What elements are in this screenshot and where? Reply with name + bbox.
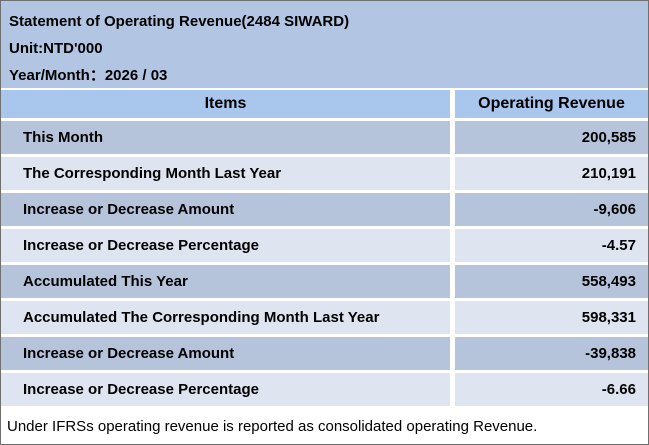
column-header-items: Items xyxy=(1,90,450,118)
value-cell: 598,331 xyxy=(455,301,648,334)
column-header-operating-revenue: Operating Revenue xyxy=(455,90,648,118)
item-cell: This Month xyxy=(1,121,450,154)
value-cell: 210,191 xyxy=(455,157,648,190)
table-row: Increase or Decrease Amount -9,606 xyxy=(1,193,648,226)
item-cell: Increase or Decrease Amount xyxy=(1,193,450,226)
table-row: Increase or Decrease Percentage -4.57 xyxy=(1,229,648,262)
table-header-row: Items Operating Revenue xyxy=(1,90,648,118)
value-cell: -9,606 xyxy=(455,193,648,226)
table-row: Increase or Decrease Percentage -6.66 xyxy=(1,373,648,406)
table-row: The Corresponding Month Last Year 210,19… xyxy=(1,157,648,190)
item-cell: Increase or Decrease Amount xyxy=(1,337,450,370)
unit-label: Unit:NTD'000 xyxy=(9,40,103,57)
item-cell: Increase or Decrease Percentage xyxy=(1,229,450,262)
table-row: Accumulated This Year 558,493 xyxy=(1,265,648,298)
value-cell: 200,585 xyxy=(455,121,648,154)
ifrs-note: Under IFRSs operating revenue is reporte… xyxy=(1,409,648,444)
item-cell: Accumulated The Corresponding Month Last… xyxy=(1,301,450,334)
value-cell: 558,493 xyxy=(455,265,648,298)
value-cell: -39,838 xyxy=(455,337,648,370)
item-cell: Increase or Decrease Percentage xyxy=(1,373,450,406)
value-cell: -4.57 xyxy=(455,229,648,262)
table-row: This Month 200,585 xyxy=(1,121,648,154)
period-label: Year/Month：2026 / 03 xyxy=(9,67,168,84)
table-row: Accumulated The Corresponding Month Last… xyxy=(1,301,648,334)
report-banner: Statement of Operating Revenue(2484 SIWA… xyxy=(1,1,648,88)
value-cell: -6.66 xyxy=(455,373,648,406)
page-title: Statement of Operating Revenue(2484 SIWA… xyxy=(9,13,350,30)
table-row: Increase or Decrease Amount -39,838 xyxy=(1,337,648,370)
item-cell: The Corresponding Month Last Year xyxy=(1,157,450,190)
item-cell: Accumulated This Year xyxy=(1,265,450,298)
revenue-table: Items Operating Revenue This Month 200,5… xyxy=(1,88,648,409)
